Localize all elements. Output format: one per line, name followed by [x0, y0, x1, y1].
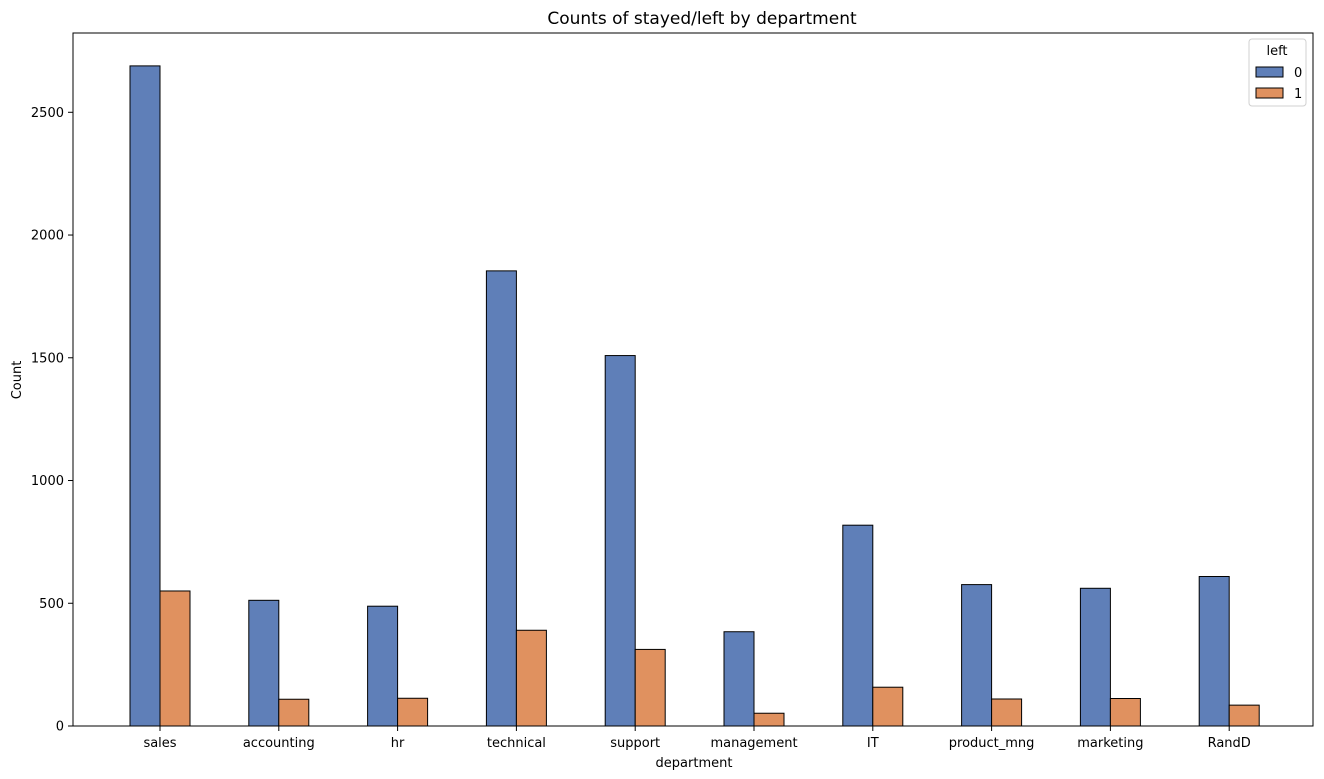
bar-support-series-0 [604, 355, 636, 727]
x-tick-label-accounting: accounting [243, 736, 315, 751]
bar-IT-series-1 [872, 686, 904, 727]
bar-sales-series-0 [129, 65, 161, 727]
bar-sales-series-1 [159, 590, 191, 727]
x-tick-label-IT: IT [867, 736, 879, 751]
x-tick-label-support: support [610, 736, 660, 751]
x-tick-label-product_mng: product_mng [949, 736, 1035, 751]
y-tick-label-1000: 1000 [31, 474, 64, 489]
legend-swatch-0 [1255, 66, 1284, 78]
bar-support-series-1 [634, 648, 666, 727]
chart-title: Counts of stayed/left by department [547, 9, 857, 29]
x-tick-label-marketing: marketing [1077, 736, 1143, 751]
bar-management-series-0 [723, 631, 755, 727]
legend-label-0: 0 [1294, 66, 1302, 81]
x-axis-label: department [656, 756, 733, 771]
legend: left 0 1 [1248, 38, 1307, 107]
bar-hr-series-0 [367, 605, 399, 727]
x-tick-label-sales: sales [143, 736, 176, 751]
x-tick-label-technical: technical [487, 736, 546, 751]
bar-management-series-1 [753, 712, 785, 727]
bar-product_mng-series-0 [961, 584, 993, 727]
bar-RandD-series-0 [1198, 576, 1230, 727]
legend-swatch-1 [1255, 87, 1284, 99]
legend-label-1: 1 [1294, 87, 1302, 102]
y-tick-label-1500: 1500 [31, 351, 64, 366]
legend-title: left [1266, 44, 1287, 59]
y-tick-label-2000: 2000 [31, 229, 64, 244]
x-tick-label-hr: hr [391, 736, 405, 751]
x-tick-label-management: management [710, 736, 797, 751]
bar-technical-series-1 [515, 629, 547, 727]
y-tick-label-500: 500 [39, 597, 64, 612]
bar-accounting-series-1 [278, 698, 310, 727]
bar-RandD-series-1 [1228, 704, 1260, 727]
bar-IT-series-0 [842, 524, 874, 727]
bar-technical-series-0 [485, 270, 517, 727]
y-tick-label-0: 0 [56, 720, 64, 735]
y-axis-label: Count [10, 361, 25, 400]
bars-group [129, 65, 1260, 727]
bar-product_mng-series-1 [991, 698, 1023, 727]
bar-hr-series-1 [397, 697, 429, 727]
bar-marketing-series-1 [1109, 698, 1141, 727]
bar-marketing-series-0 [1079, 587, 1111, 727]
y-axis: 0 500 1000 1500 2000 2500 [31, 106, 73, 735]
bar-accounting-series-0 [248, 599, 280, 727]
x-tick-label-RandD: RandD [1208, 736, 1251, 751]
y-tick-label-2500: 2500 [31, 106, 64, 121]
x-axis: sales accounting hr technical support managem… [143, 726, 1251, 751]
plot-frame [72, 32, 1314, 727]
